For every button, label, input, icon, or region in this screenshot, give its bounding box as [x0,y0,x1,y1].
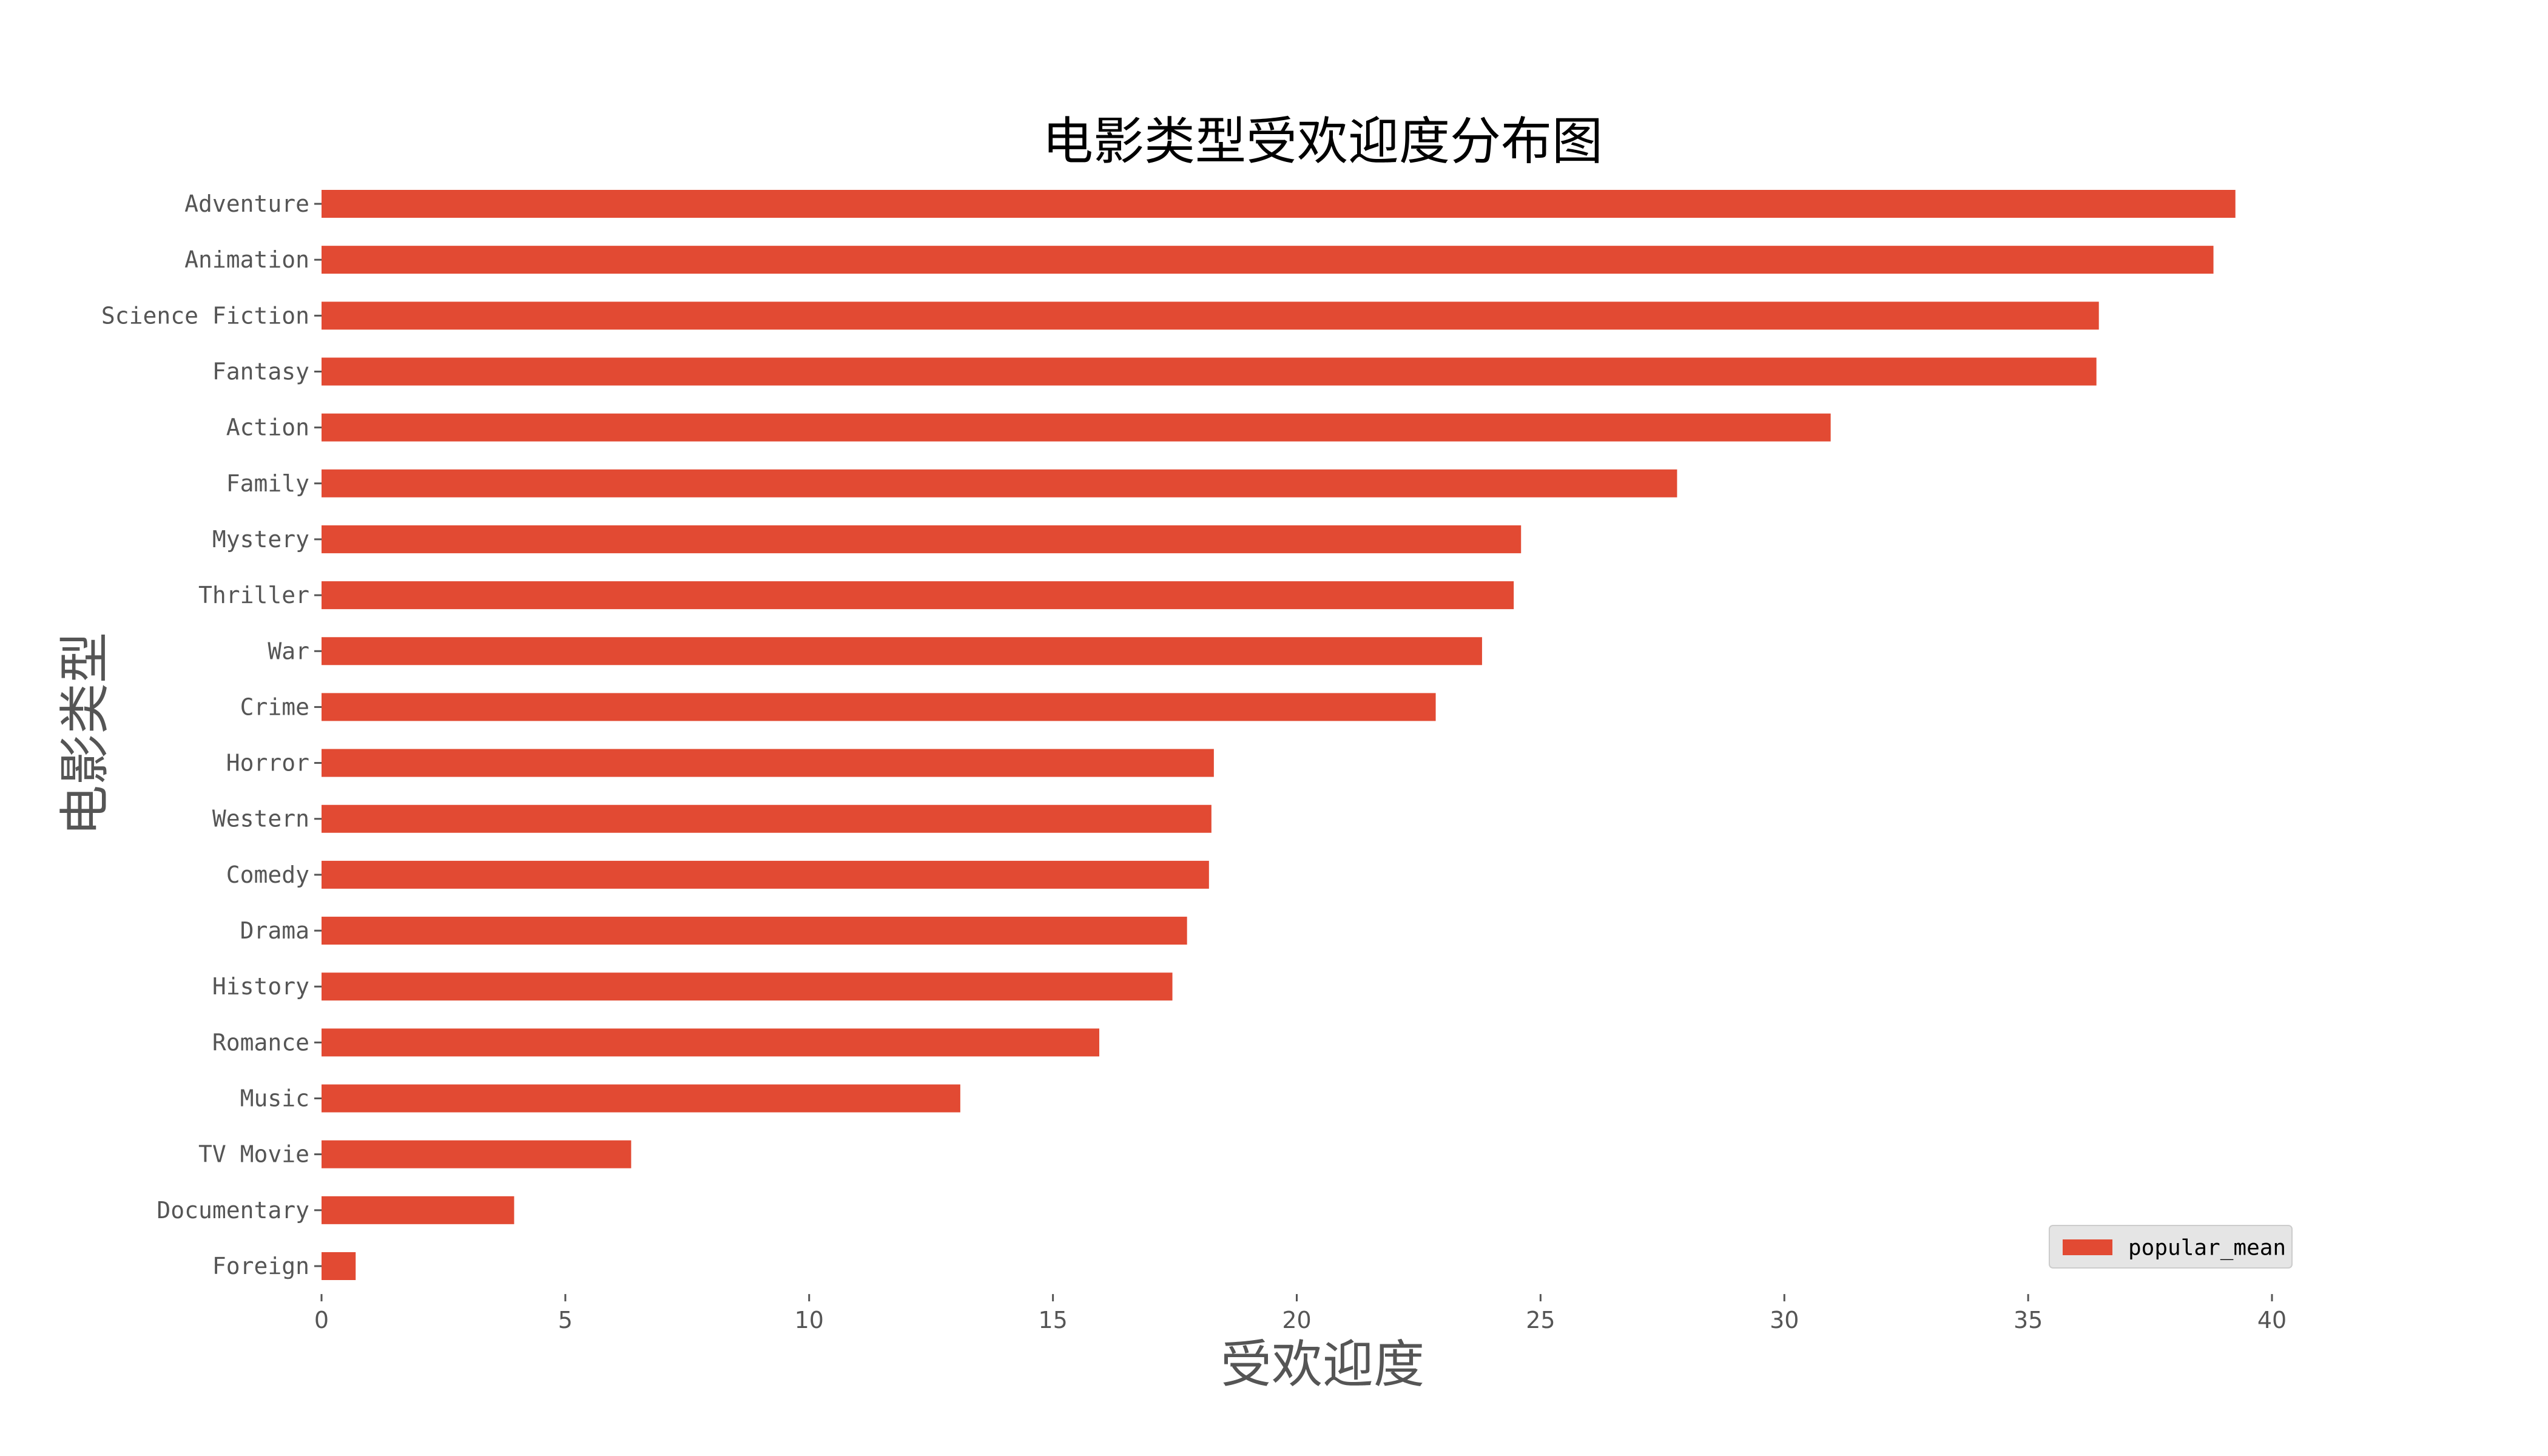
bar-science-fiction [322,302,2099,330]
bar-tv-movie [322,1140,632,1168]
x-axis-label: 受欢迎度 [1221,1335,1424,1394]
y-tick-label: Western [212,806,309,832]
x-axis-ticks: 0 5 10 15 20 25 30 35 40 [314,1294,2287,1333]
y-axis-ticks: Adventure Animation Science Fiction Fantasy… [101,190,322,1279]
y-tick-label: Documentary [157,1197,309,1224]
x-tick-label: 25 [1526,1307,1555,1333]
bar-family [322,469,1677,497]
bar-action [322,413,1831,442]
legend: popular_mean [2049,1225,2293,1269]
x-tick-label: 20 [1282,1307,1311,1333]
x-tick-label: 0 [314,1307,329,1333]
bar-drama [322,917,1187,945]
bar-thriller [322,581,1514,610]
x-tick-label: 15 [1038,1307,1067,1333]
bar-fantasy [322,357,2097,386]
bar-music [322,1084,960,1113]
x-tick-label: 5 [558,1307,573,1333]
x-tick-label: 10 [795,1307,824,1333]
y-tick-label: Adventure [184,190,309,217]
chart-title: 电影类型受欢迎度分布图 [1042,112,1603,171]
x-tick-label: 30 [1770,1307,1799,1333]
x-tick-label: 35 [2014,1307,2043,1333]
bar-western [322,804,1212,833]
bar-horror [322,749,1214,777]
bar-documentary [322,1196,514,1224]
bar-mystery [322,525,1522,553]
y-tick-label: Mystery [212,526,309,553]
y-tick-label: Family [226,470,309,497]
bar-animation [322,246,2214,274]
y-axis-label: 电影类型 [55,632,115,836]
y-tick-label: Music [240,1085,309,1112]
y-tick-label: Action [226,414,309,441]
x-tick-label: 40 [2257,1307,2287,1333]
bar-comedy [322,860,1209,889]
y-tick-label: Science Fiction [101,302,309,329]
bar-war [322,637,1482,666]
y-tick-label: Fantasy [212,358,309,385]
bar-crime [322,693,1436,721]
y-tick-label: Foreign [212,1253,309,1279]
y-tick-label: War [268,638,309,664]
y-tick-label: Comedy [226,861,309,888]
y-tick-label: Thriller [198,582,309,608]
legend-label: popular_mean [2128,1236,2286,1261]
bar-adventure [322,190,2236,218]
y-tick-label: Drama [240,917,309,944]
bar-history [322,972,1173,1001]
y-tick-label: Horror [226,750,309,777]
y-tick-label: Animation [184,246,309,273]
y-tick-label: TV Movie [198,1141,309,1168]
y-tick-label: Crime [240,693,309,720]
bars [322,190,2236,1280]
bar-romance [322,1028,1099,1057]
y-tick-label: History [212,973,309,1000]
bar-foreign [322,1252,356,1280]
legend-box [2049,1225,2293,1269]
legend-swatch [2063,1239,2112,1255]
y-tick-label: Romance [212,1029,309,1056]
